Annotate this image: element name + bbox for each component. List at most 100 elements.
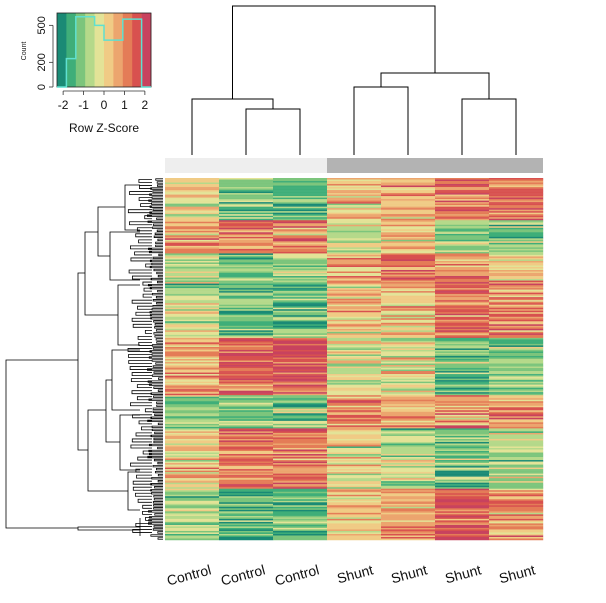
heatmap-cell [273,263,328,266]
heatmap-cell [165,520,220,523]
heatmap-cell [219,289,274,292]
heatmap-cell [165,322,220,325]
dendrogram-link [153,332,163,335]
heatmap-cell [381,295,436,298]
heatmap-cell [327,286,382,289]
heatmap-cell [273,345,328,348]
heatmap-cell [327,285,382,287]
dendrogram-link [155,338,163,341]
heatmap-cell [327,520,382,523]
heatmap-cell [327,527,382,530]
heatmap-cell [165,280,220,283]
heatmap-cell [381,387,436,390]
heatmap-cell [327,199,382,201]
heatmap-cell [435,372,490,375]
heatmap-cell [381,263,436,266]
heatmap-cell [435,485,490,488]
heatmap-cell [219,300,274,302]
heatmap-cell [273,482,328,485]
heatmap-cell [219,500,274,503]
heatmap-cell [273,202,328,204]
heatmap-cell [381,199,436,201]
heatmap-cell [327,482,382,485]
dendrogram-link [144,215,152,220]
heatmap-cell [273,389,328,391]
heatmap-cell [273,374,328,376]
heatmap-cell [273,209,328,212]
heatmap-cell [165,395,220,397]
heatmap-cell [435,345,490,348]
heatmap-cell [435,190,490,192]
color-key-x-tick-label: 0 [101,98,108,112]
column-dendrogram [191,5,517,155]
heatmap-cell [219,182,274,185]
heatmap-cell [273,455,328,458]
heatmap-cell [435,359,490,361]
heatmap-cell [273,194,328,197]
heatmap-cell [327,279,382,281]
dendrogram-link [156,217,163,220]
dendrogram-link [127,209,152,214]
heatmap-cell [435,414,490,417]
heatmap-cell [219,523,274,526]
dendrogram-link [157,238,163,241]
heatmap-cell [489,230,544,233]
heatmap-cell [381,325,436,328]
heatmap-cell [273,321,328,324]
heatmap-cell [489,218,544,221]
heatmap-cell [165,493,220,495]
heatmap-cell [273,497,328,500]
heatmap-cell [219,390,274,393]
dendrogram-link [129,366,152,370]
heatmap-cell [435,203,490,206]
dendrogram-link [130,257,152,262]
heatmap-cell [489,273,544,275]
heatmap-cell [273,484,328,486]
heatmap-cell [165,197,220,200]
dendrogram-link [152,410,163,413]
color-key-histogram-ylabel: Count [21,42,28,61]
heatmap-cell [489,529,544,532]
heatmap-cell [165,301,220,304]
heatmap-cell [489,306,544,308]
heatmap-cell [381,277,436,280]
dendrogram-link [154,323,163,326]
heatmap-cell [273,509,328,512]
heatmap-cell [219,274,274,277]
heatmap-cell [435,352,490,355]
heatmap-cell [273,398,328,400]
heatmap-cell [489,295,544,298]
heatmap-cell [381,330,436,333]
heatmap-cell [327,523,382,526]
heatmap-cell [381,380,436,382]
heatmap-cell [273,502,328,505]
heatmap-cell [327,454,382,456]
heatmap-cell [327,414,382,417]
heatmap-cell [381,352,436,355]
heatmap-cell [381,205,436,207]
heatmap-cell [381,273,436,275]
heatmap-cells [165,178,544,541]
heatmap-cell [435,187,490,189]
heatmap-cell [489,276,544,278]
heatmap-cell [327,333,382,336]
heatmap-cell [489,289,544,292]
heatmap-cell [381,461,436,464]
heatmap-cell [327,229,382,232]
heatmap-cell [273,491,328,494]
heatmap-cell [165,221,220,224]
heatmap-cell [381,369,436,372]
heatmap-cell [219,377,274,379]
heatmap-cell [327,517,382,520]
heatmap-cell [327,291,382,293]
heatmap-cell [489,469,544,471]
heatmap-cell [165,239,220,242]
dendrogram-link [128,360,152,364]
dendrogram-link [155,241,163,245]
heatmap-cell [219,197,274,200]
heatmap-cell [273,262,328,265]
dendrogram-link [154,431,163,435]
heatmap-cell [435,512,490,515]
heatmap-cell [435,363,490,366]
heatmap-cell [273,220,328,222]
